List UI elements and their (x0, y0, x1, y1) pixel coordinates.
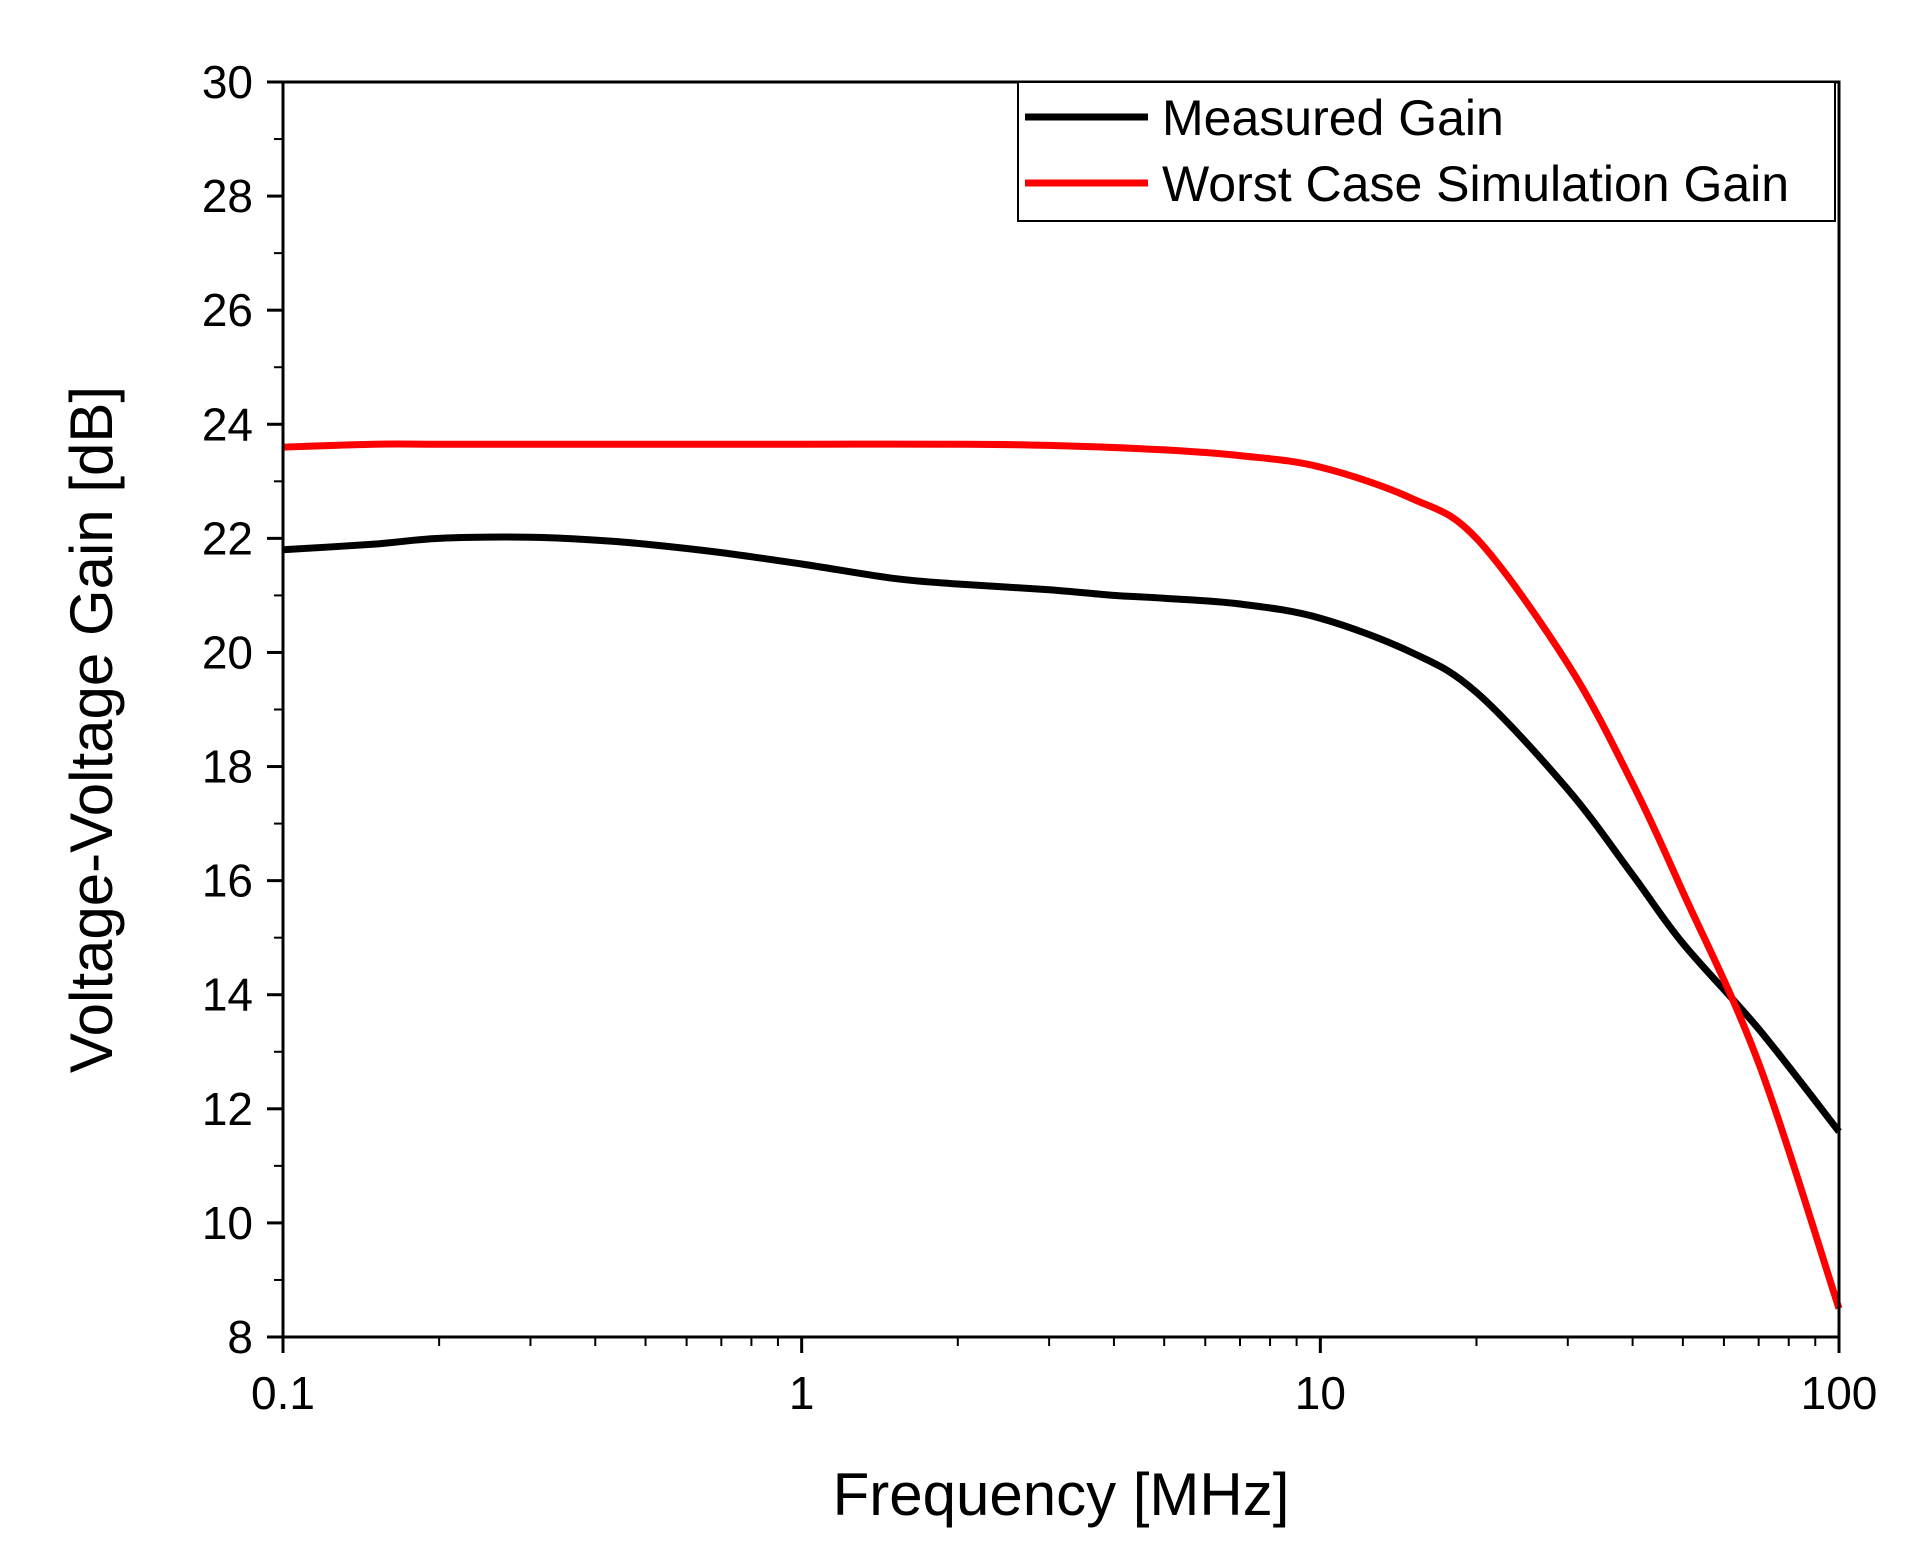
y-tick-label: 24 (202, 398, 253, 450)
x-tick-label: 1 (789, 1367, 815, 1419)
series-line-measured-gain (282, 533, 1842, 1134)
series-layer (282, 440, 1843, 1310)
y-tick-label: 14 (202, 969, 253, 1021)
y-tick-label: 20 (202, 626, 253, 678)
plot-frame (281, 80, 1841, 1339)
y-axis-title: Voltage-Voltage Gain [dB] (58, 386, 125, 1073)
x-tick-label: 0.1 (251, 1367, 315, 1419)
x-axis-ticks: 0.1 1 10 100 (251, 1337, 1877, 1419)
legend-box (1017, 81, 1836, 222)
y-tick-label: 28 (202, 170, 253, 222)
x-axis-title: Frequency [MHz] (833, 1461, 1290, 1528)
y-tick-label: 16 (202, 855, 253, 907)
legend-label-measured-gain: Measured Gain (1162, 90, 1504, 146)
x-tick-label: 100 (1801, 1367, 1878, 1419)
y-axis-ticks: 8 10 12 14 16 18 20 22 24 26 28 30 (202, 56, 283, 1363)
legend: Measured Gain Worst Case Simulation Gain (1017, 81, 1836, 222)
y-tick-label: 12 (202, 1083, 253, 1135)
y-tick-label: 8 (227, 1311, 253, 1363)
series-line-worst-case-simulation-gain (282, 440, 1843, 1310)
y-tick-label: 18 (202, 741, 253, 793)
x-tick-label: 10 (1295, 1367, 1346, 1419)
y-tick-label: 22 (202, 512, 253, 564)
y-tick-label: 30 (202, 56, 253, 108)
legend-label-worst-case-simulation-gain: Worst Case Simulation Gain (1162, 156, 1789, 212)
y-tick-label: 26 (202, 284, 253, 336)
y-tick-label: 10 (202, 1197, 253, 1249)
